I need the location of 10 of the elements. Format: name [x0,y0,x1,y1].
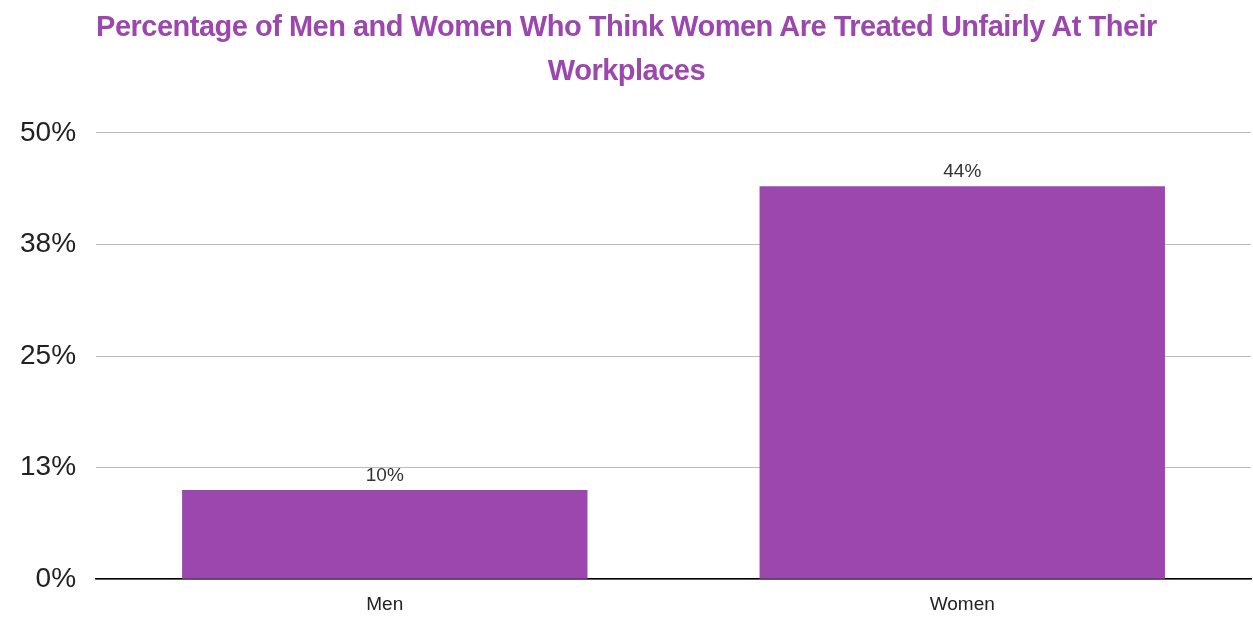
y-tick-label: 0% [35,561,77,593]
y-tick-label: 13% [19,450,77,482]
data-label: 44% [943,160,982,182]
y-tick-label: 25% [19,338,77,370]
x-tick-label: Women [929,592,995,614]
data-label: 10% [365,463,404,485]
x-tick-label: Men [366,592,404,614]
y-tick-label: 38% [19,227,77,259]
y-tick-label: 50% [19,115,77,147]
chart-title: Percentage of Men and Women Who Think Women Are Treated Unfairly At Their Workplaces [95,9,1158,88]
